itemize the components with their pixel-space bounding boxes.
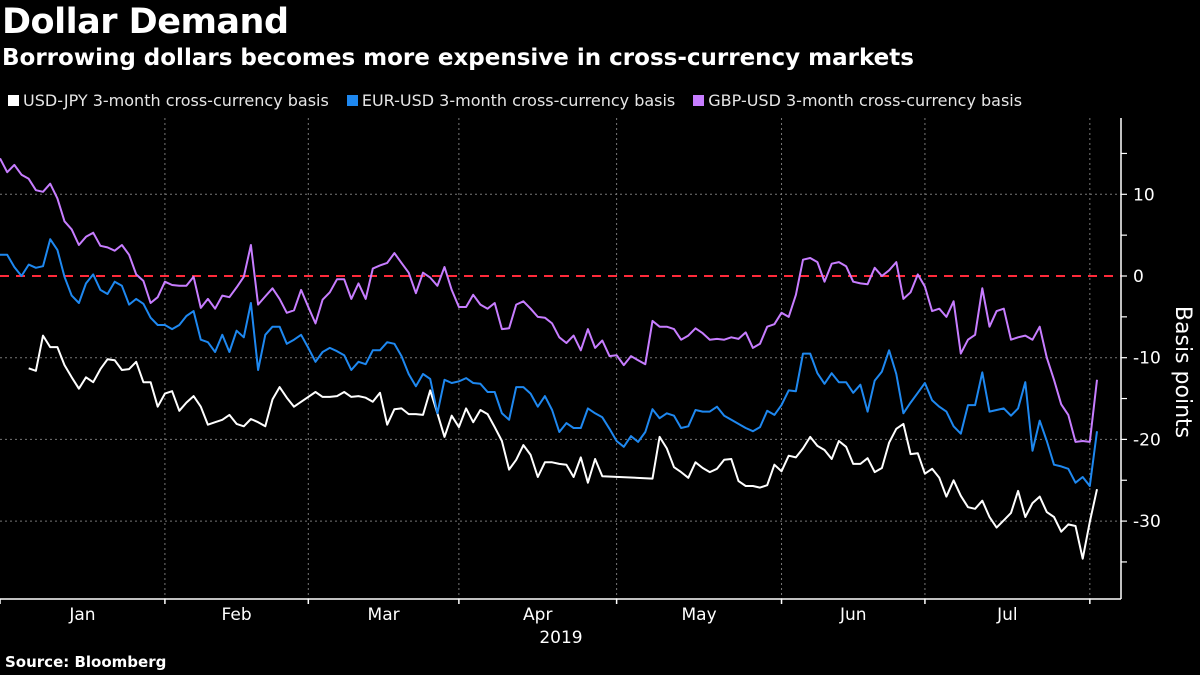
y-tick-label: 0 xyxy=(1133,267,1144,287)
x-tick-label: Mar xyxy=(368,605,400,625)
legend-swatch-eur-usd xyxy=(346,95,358,106)
source-note: Source: Bloomberg xyxy=(5,653,167,671)
legend-label-gbp-usd: GBP-USD 3-month cross-currency basis xyxy=(708,91,1023,110)
legend: USD-JPY 3-month cross-currency basis EUR… xyxy=(8,91,1022,110)
legend-item-usd-jpy: USD-JPY 3-month cross-currency basis xyxy=(8,91,329,110)
legend-swatch-usd-jpy xyxy=(8,95,19,106)
legend-swatch-gbp-usd xyxy=(693,95,705,106)
y-tick-label: 10 xyxy=(1133,185,1155,205)
gridlines xyxy=(0,118,1121,599)
chart-subtitle: Borrowing dollars becomes more expensive… xyxy=(2,45,914,71)
y-axis-label: Basis points xyxy=(1170,306,1195,438)
legend-item-gbp-usd: GBP-USD 3-month cross-currency basis xyxy=(693,91,1022,110)
y-tick-label: -10 xyxy=(1133,349,1161,369)
legend-label-eur-usd: EUR-USD 3-month cross-currency basis xyxy=(361,91,676,110)
x-tick-label: Feb xyxy=(222,605,252,625)
series-line-eur-usd xyxy=(0,238,1098,487)
legend-label-usd-jpy: USD-JPY 3-month cross-currency basis xyxy=(23,91,329,110)
x-tick-label: Jun xyxy=(839,605,867,625)
y-tick-label: -20 xyxy=(1133,430,1161,450)
x-tick-label: May xyxy=(681,605,716,625)
chart-title: Dollar Demand xyxy=(2,2,289,42)
series-line-gbp-usd xyxy=(0,157,1098,443)
x-tick-label: Jul xyxy=(996,605,1018,625)
x-axis-year-label: 2019 xyxy=(539,628,582,648)
y-tick-label: -30 xyxy=(1133,512,1161,532)
series-line-usd-jpy xyxy=(28,334,1098,560)
axes: Jan Feb Mar Apr May Jun Jul 10 0 -10 -20 -30 xyxy=(0,118,1161,625)
legend-item-eur-usd: EUR-USD 3-month cross-currency basis xyxy=(346,91,676,110)
series-lines xyxy=(0,157,1098,560)
x-tick-label: Apr xyxy=(523,605,552,625)
x-tick-label: Jan xyxy=(68,605,95,625)
